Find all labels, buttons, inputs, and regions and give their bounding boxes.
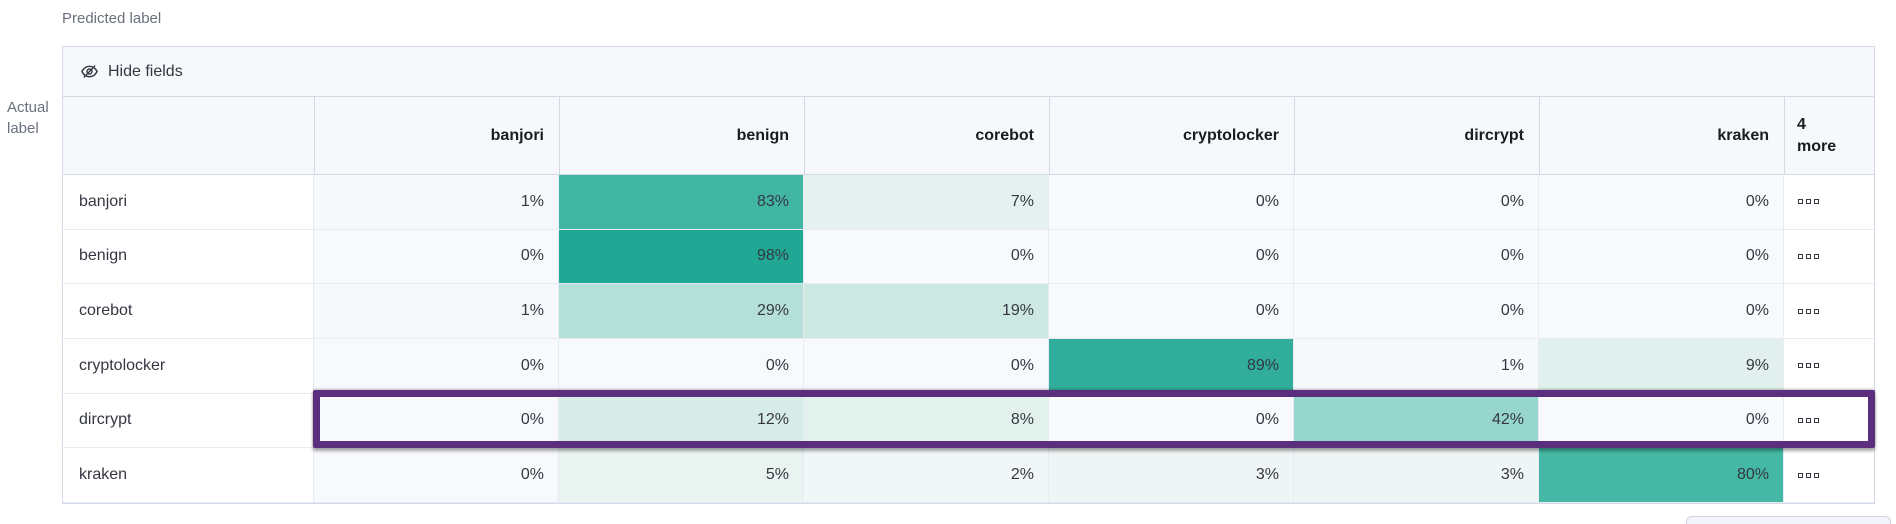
boxes-horizontal-icon xyxy=(1806,363,1811,369)
row-label: kraken xyxy=(63,448,314,503)
column-header-banjori[interactable]: banjori xyxy=(314,97,559,174)
matrix-cell[interactable]: 0% xyxy=(1049,393,1294,449)
confusion-matrix-grid: Hide fields banjori benign corebot cryptolo… xyxy=(62,46,1875,504)
grid-toolbar: Hide fields xyxy=(63,47,1874,97)
matrix-row-corebot: corebot 1% 29% 19% 0% 0% 0% xyxy=(63,284,1874,339)
matrix-cell[interactable]: 83% xyxy=(559,175,804,230)
matrix-cell[interactable]: 0% xyxy=(314,393,559,449)
matrix-cell[interactable]: 8% xyxy=(804,393,1049,449)
matrix-cell[interactable]: 0% xyxy=(1539,393,1784,449)
matrix-body: banjori 1% 83% 7% 0% 0% 0% benign 0% 98% 0% 0% 0% 0% c… xyxy=(63,175,1874,503)
boxes-horizontal-icon xyxy=(1814,363,1819,369)
matrix-cell[interactable]: 2% xyxy=(804,448,1049,503)
column-header-benign[interactable]: benign xyxy=(559,97,804,174)
matrix-cell[interactable]: 29% xyxy=(559,284,804,339)
matrix-cell[interactable]: 0% xyxy=(1539,229,1784,285)
row-label: cryptolocker xyxy=(63,339,314,394)
boxes-horizontal-icon xyxy=(1806,472,1811,478)
matrix-cell[interactable]: 42% xyxy=(1294,393,1539,449)
boxes-horizontal-icon xyxy=(1798,363,1803,369)
matrix-cell[interactable]: 7% xyxy=(804,175,1049,230)
matrix-cell[interactable]: 80% xyxy=(1539,448,1784,503)
matrix-cell[interactable]: 98% xyxy=(559,229,804,285)
eye-closed-icon xyxy=(80,62,99,81)
boxes-horizontal-icon xyxy=(1814,417,1819,423)
matrix-cell[interactable]: 0% xyxy=(1049,284,1294,339)
actual-label-line1: Actual xyxy=(7,99,49,116)
matrix-row-benign: benign 0% 98% 0% 0% 0% 0% xyxy=(63,229,1874,285)
boxes-horizontal-icon xyxy=(1806,199,1811,205)
matrix-cell[interactable]: 0% xyxy=(1539,284,1784,339)
actual-label: Actual label xyxy=(7,97,49,139)
matrix-cell[interactable]: 0% xyxy=(1049,175,1294,230)
matrix-cell[interactable]: 1% xyxy=(1294,339,1539,394)
column-header-kraken[interactable]: kraken xyxy=(1539,97,1784,174)
matrix-cell[interactable]: 0% xyxy=(314,229,559,285)
row-label: dircrypt xyxy=(63,393,314,449)
row-actions-button[interactable] xyxy=(1784,393,1874,449)
corner-header-cell xyxy=(63,97,314,174)
boxes-horizontal-icon xyxy=(1798,199,1803,205)
matrix-cell[interactable]: 9% xyxy=(1539,339,1784,394)
boxes-horizontal-icon xyxy=(1806,417,1811,423)
matrix-cell[interactable]: 0% xyxy=(559,339,804,394)
matrix-cell[interactable]: 12% xyxy=(559,393,804,449)
boxes-horizontal-icon xyxy=(1798,253,1803,259)
matrix-cell[interactable]: 1% xyxy=(314,175,559,230)
matrix-cell[interactable]: 0% xyxy=(314,339,559,394)
boxes-horizontal-icon xyxy=(1814,308,1819,314)
actual-label-line2: label xyxy=(7,120,39,137)
hide-fields-label: Hide fields xyxy=(108,62,183,80)
row-actions-button[interactable] xyxy=(1784,339,1874,394)
column-header-corebot[interactable]: corebot xyxy=(804,97,1049,174)
more-columns-label: more xyxy=(1797,137,1837,155)
more-columns-count: 4 xyxy=(1797,115,1806,133)
matrix-cell[interactable]: 89% xyxy=(1049,339,1294,394)
matrix-cell[interactable]: 0% xyxy=(1294,229,1539,285)
more-columns-header[interactable]: 4 more xyxy=(1784,97,1874,174)
boxes-horizontal-icon xyxy=(1806,308,1811,314)
predicted-label: Predicted label xyxy=(62,10,162,27)
matrix-row-banjori: banjori 1% 83% 7% 0% 0% 0% xyxy=(63,175,1874,230)
matrix-cell[interactable]: 1% xyxy=(314,284,559,339)
boxes-horizontal-icon xyxy=(1814,199,1819,205)
bottom-right-panel-edge xyxy=(1686,516,1891,524)
boxes-horizontal-icon xyxy=(1806,253,1811,259)
column-header-cryptolocker[interactable]: cryptolocker xyxy=(1049,97,1294,174)
row-label: corebot xyxy=(63,284,314,339)
column-header-dircrypt[interactable]: dircrypt xyxy=(1294,97,1539,174)
matrix-cell[interactable]: 3% xyxy=(1049,448,1294,503)
matrix-cell[interactable]: 19% xyxy=(804,284,1049,339)
matrix-cell[interactable]: 0% xyxy=(1049,229,1294,285)
hide-fields-button[interactable]: Hide fields xyxy=(80,62,183,81)
matrix-row-kraken: kraken 0% 5% 2% 3% 3% 80% xyxy=(63,448,1874,503)
row-actions-button[interactable] xyxy=(1784,284,1874,339)
matrix-cell[interactable]: 0% xyxy=(1294,284,1539,339)
matrix-cell[interactable]: 0% xyxy=(804,229,1049,285)
row-actions-button[interactable] xyxy=(1784,448,1874,503)
matrix-cell[interactable]: 0% xyxy=(804,339,1049,394)
row-actions-button[interactable] xyxy=(1784,229,1874,285)
row-actions-button[interactable] xyxy=(1784,175,1874,230)
matrix-cell[interactable]: 0% xyxy=(1294,175,1539,230)
column-header-row: banjori benign corebot cryptolocker dircrypt… xyxy=(63,97,1874,175)
row-label: benign xyxy=(63,229,314,285)
matrix-cell[interactable]: 5% xyxy=(559,448,804,503)
matrix-cell[interactable]: 0% xyxy=(1539,175,1784,230)
row-label: banjori xyxy=(63,175,314,230)
boxes-horizontal-icon xyxy=(1798,472,1803,478)
boxes-horizontal-icon xyxy=(1814,472,1819,478)
matrix-row-dircrypt: dircrypt 0% 12% 8% 0% 42% 0% xyxy=(63,393,1874,449)
boxes-horizontal-icon xyxy=(1814,253,1819,259)
boxes-horizontal-icon xyxy=(1798,417,1803,423)
matrix-cell[interactable]: 3% xyxy=(1294,448,1539,503)
matrix-cell[interactable]: 0% xyxy=(314,448,559,503)
boxes-horizontal-icon xyxy=(1798,308,1803,314)
matrix-row-cryptolocker: cryptolocker 0% 0% 0% 89% 1% 9% xyxy=(63,339,1874,394)
